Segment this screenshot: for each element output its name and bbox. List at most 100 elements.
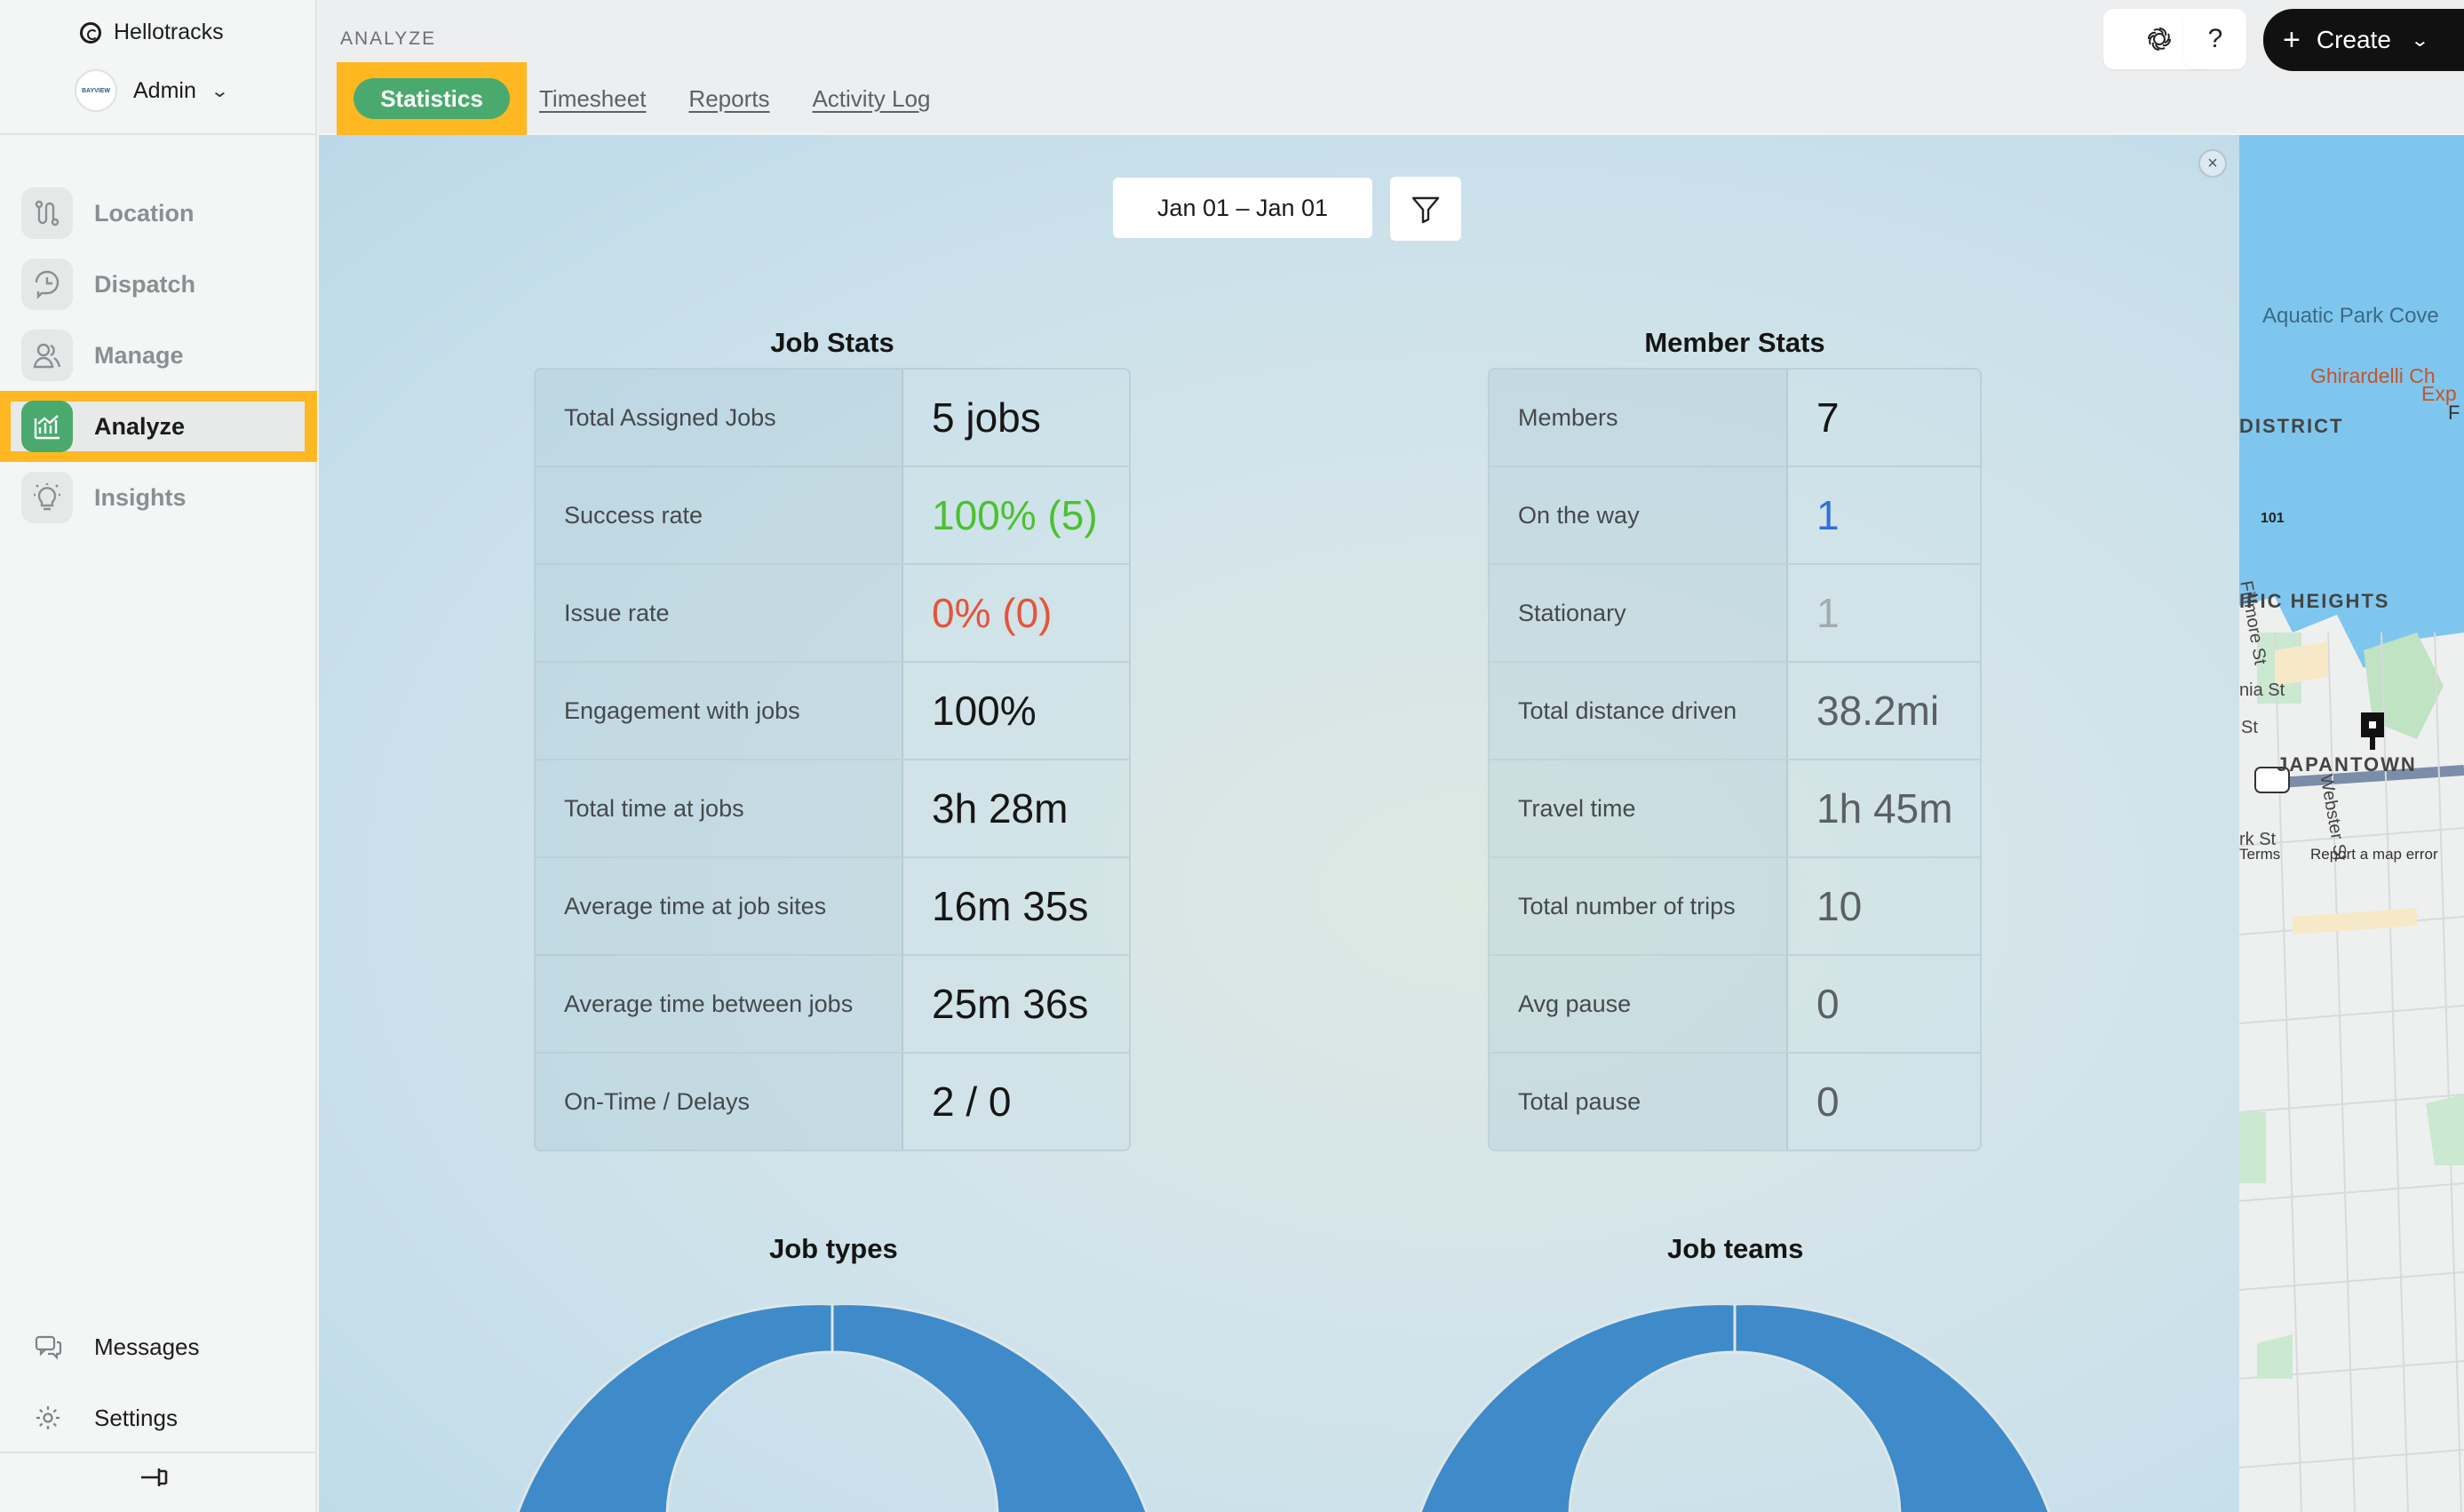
create-button[interactable]: + Create ⌄ <box>2263 9 2464 71</box>
stat-label: Success rate <box>536 467 903 563</box>
map-view[interactable]: Aquatic Park Cove Ghirardelli Ch Exp F D… <box>2239 135 2464 1512</box>
stat-label: Total Assigned Jobs <box>536 370 903 466</box>
stat-value: 0 <box>1788 956 1980 1052</box>
stat-label: Total distance driven <box>1490 663 1788 759</box>
sidebar-item-label: Insights <box>94 483 187 511</box>
statistics-panel: × Jan 01 – Jan 01 Job Stats Total Assign… <box>319 135 2239 1512</box>
account-switcher[interactable]: BAYVIEW Admin ⌄ <box>75 69 230 112</box>
sidebar-divider <box>0 133 317 135</box>
table-row: Members 7 <box>1490 370 1980 467</box>
sidebar-item-manage[interactable]: Manage <box>0 320 317 391</box>
stat-label: Total pause <box>1490 1054 1788 1150</box>
table-row: On-Time / Delays 2 / 0 <box>536 1054 1129 1150</box>
create-label: Create <box>2316 26 2391 53</box>
location-route-icon <box>21 187 73 239</box>
stat-label: On-Time / Delays <box>536 1054 903 1150</box>
close-panel-button[interactable]: × <box>2198 149 2227 178</box>
stat-value-issue: 0% (0) <box>903 565 1129 661</box>
member-stats-title: Member Stats <box>1644 327 1825 358</box>
stat-value: 2 / 0 <box>903 1054 1129 1150</box>
sidebar-item-dispatch[interactable]: Dispatch <box>0 249 317 320</box>
table-row: Stationary 1 <box>1490 565 1980 663</box>
tab-reports[interactable]: Reports <box>688 84 770 112</box>
stat-label: Average time between jobs <box>536 956 903 1052</box>
stat-value: 5 jobs <box>903 370 1129 466</box>
sidebar-item-label: Dispatch <box>94 270 196 298</box>
sidebar-item-label: Location <box>94 199 195 227</box>
stat-label: Average time at job sites <box>536 858 903 954</box>
app-brand[interactable]: Hellotracks <box>80 20 224 45</box>
avatar: BAYVIEW <box>75 69 117 112</box>
donut-segment <box>516 1304 834 1512</box>
job-types-title: Job types <box>769 1233 898 1264</box>
donut-segment <box>1733 1304 2051 1512</box>
donut-segment <box>831 1304 1149 1512</box>
map-label: Aquatic Park Cove <box>2262 304 2439 328</box>
stat-value: 0 <box>1788 1054 1980 1150</box>
map-marker[interactable] <box>2361 712 2384 750</box>
pin-sidebar-icon[interactable] <box>138 1464 173 1491</box>
sidebar-item-settings[interactable]: Settings <box>0 1382 317 1453</box>
close-icon: × <box>2207 153 2218 173</box>
dispatch-clock-icon <box>21 259 73 310</box>
table-row: Avg pause 0 <box>1490 956 1980 1054</box>
sidebar: Hellotracks BAYVIEW Admin ⌄ Location Dis… <box>0 0 317 1512</box>
report-map-error-link[interactable]: Report a map error <box>2310 846 2438 863</box>
sidebar-item-analyze[interactable]: Analyze <box>0 391 317 462</box>
map-label: IFIC HEIGHTS <box>2239 590 2390 612</box>
ai-assistant-icon <box>2148 28 2171 51</box>
stat-label: Avg pause <box>1490 956 1788 1052</box>
member-stats-table: Members 7 On the way 1 Stationary 1 Tota… <box>1488 368 1982 1151</box>
chat-icon <box>35 1335 62 1360</box>
sidebar-item-label: Analyze <box>94 412 186 440</box>
stat-value: 16m 35s <box>903 858 1129 954</box>
analyze-chart-icon <box>21 401 73 452</box>
table-row: Total distance driven 38.2mi <box>1490 663 1980 760</box>
table-row: Success rate 100% (5) <box>536 467 1129 565</box>
tab-activity-log[interactable]: Activity Log <box>812 84 931 112</box>
plus-icon: + <box>2283 22 2301 57</box>
sidebar-item-label: Manage <box>94 341 184 369</box>
sidebar-item-insights[interactable]: Insights <box>0 462 317 533</box>
sidebar-item-label: Messages <box>94 1333 200 1360</box>
map-label: Ghirardelli Ch <box>2310 364 2436 387</box>
stat-value: 7 <box>1788 370 1980 466</box>
map-label: JAPANTOWN <box>2277 753 2417 776</box>
stat-value-on-the-way: 1 <box>1788 467 1980 563</box>
stat-label: On the way <box>1490 467 1788 563</box>
stat-value: 1h 45m <box>1788 760 1980 856</box>
sidebar-item-location[interactable]: Location <box>0 178 317 249</box>
filter-button[interactable] <box>1390 177 1461 241</box>
help-button[interactable]: ? <box>2184 9 2246 69</box>
table-row: Issue rate 0% (0) <box>536 565 1129 663</box>
top-header: ANALYZE Statistics Timesheet Reports Act… <box>319 0 2464 135</box>
insights-bulb-icon <box>21 472 73 523</box>
tab-bar: Statistics Timesheet Reports Activity Lo… <box>337 62 930 135</box>
tab-statistics[interactable]: Statistics <box>354 78 510 119</box>
date-range-picker[interactable]: Jan 01 – Jan 01 <box>1113 178 1372 238</box>
map-label: rk St <box>2239 830 2277 849</box>
manage-users-icon <box>21 330 73 381</box>
tab-timesheet[interactable]: Timesheet <box>539 84 647 112</box>
job-teams-donut-chart[interactable] <box>1419 1304 2051 1512</box>
hellotracks-logo-icon <box>80 21 101 44</box>
stat-label: Total time at jobs <box>536 760 903 856</box>
stat-value-success: 100% (5) <box>903 467 1129 563</box>
stat-value: 100% <box>903 663 1129 759</box>
chevron-down-icon: ⌄ <box>2410 30 2430 51</box>
stat-label: Engagement with jobs <box>536 663 903 759</box>
stat-value-stationary: 1 <box>1788 565 1980 661</box>
stat-value: 38.2mi <box>1788 663 1980 759</box>
map-label: Exp <box>2421 382 2457 405</box>
sidebar-item-messages[interactable]: Messages <box>0 1311 317 1382</box>
sidebar-divider <box>0 1452 317 1453</box>
job-stats-table: Total Assigned Jobs 5 jobs Success rate … <box>534 368 1131 1151</box>
chevron-down-icon: ⌄ <box>210 81 230 101</box>
job-types-donut-chart[interactable] <box>516 1304 1149 1512</box>
map-label: DISTRICT <box>2239 415 2344 437</box>
job-teams-title: Job teams <box>1667 1233 1804 1264</box>
stat-value: 10 <box>1788 858 1980 954</box>
map-terms-link[interactable]: Terms <box>2239 846 2281 863</box>
stat-label: Travel time <box>1490 760 1788 856</box>
map-label: nia St <box>2239 680 2285 700</box>
